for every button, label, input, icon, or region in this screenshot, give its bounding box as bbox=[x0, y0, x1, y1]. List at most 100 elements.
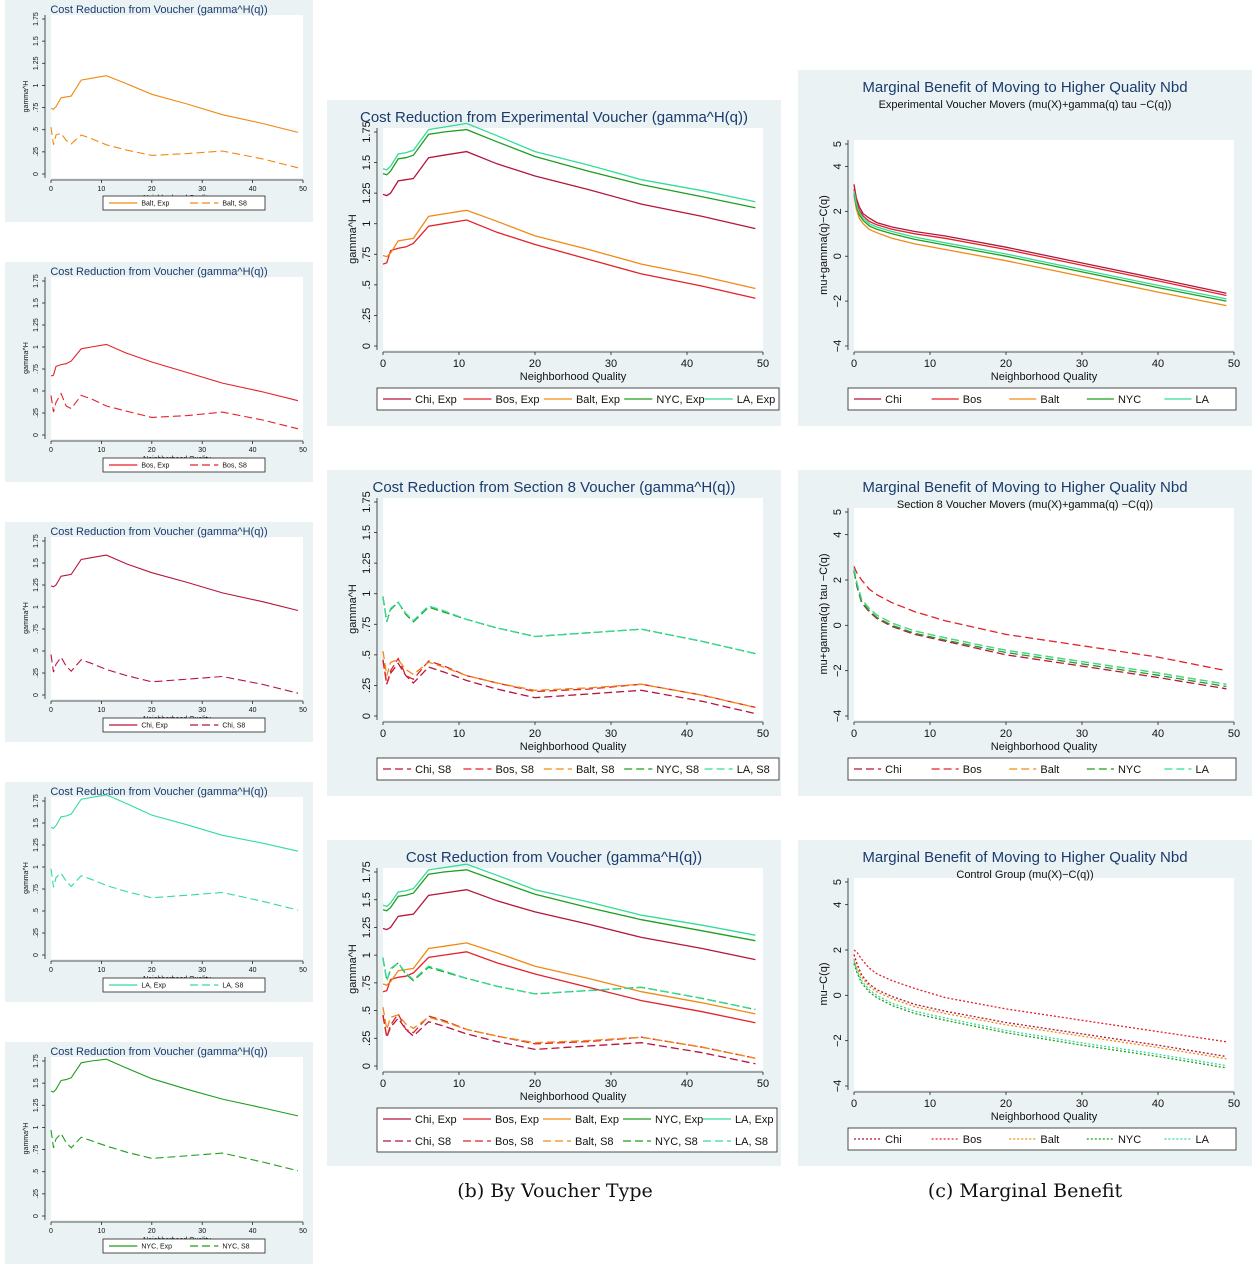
y-tick-label: 2 bbox=[832, 577, 844, 583]
x-tick-label: 0 bbox=[851, 728, 857, 740]
series-line-chi-exp bbox=[382, 150, 756, 230]
x-tick-label: 30 bbox=[198, 186, 206, 193]
y-tick-label: 1 bbox=[33, 345, 40, 349]
series-line-la-exp bbox=[50, 794, 299, 852]
y-tick-label: .25 bbox=[33, 668, 40, 678]
legend-box bbox=[847, 1127, 1237, 1151]
series-line-nyc-exp bbox=[50, 1058, 299, 1117]
y-tick-label: 1.25 bbox=[33, 56, 40, 70]
y-tick-label: 1 bbox=[361, 952, 373, 958]
chart-b3: Cost Reduction from Voucher (gamma^H(q))… bbox=[347, 849, 778, 1153]
y-tick-label: 4 bbox=[832, 532, 844, 538]
series-line-balt-exp bbox=[382, 209, 756, 290]
y-axis-title: gamma^H bbox=[347, 214, 359, 264]
y-axis-title: gamma^H bbox=[347, 944, 359, 994]
x-tick-label: 40 bbox=[249, 707, 257, 714]
y-tick-label: 0 bbox=[832, 253, 844, 259]
legend-label: LA, Exp bbox=[735, 1114, 774, 1126]
legend-label: Chi bbox=[885, 1134, 902, 1146]
chart-c2: Marginal Benefit of Moving to Higher Qua… bbox=[818, 479, 1240, 781]
chart-panel-mb-control: Marginal Benefit of Moving to Higher Qua… bbox=[798, 840, 1252, 1166]
legend-label: Chi, S8 bbox=[415, 764, 451, 776]
chart-subtitle: Experimental Voucher Movers (mu(X)+gamma… bbox=[879, 99, 1172, 111]
x-tick-label: 30 bbox=[605, 1078, 617, 1090]
legend-label: LA, Exp bbox=[737, 394, 776, 406]
plot-area bbox=[51, 277, 303, 439]
plot-area bbox=[383, 868, 763, 1070]
y-tick-label: 1.25 bbox=[33, 1098, 40, 1112]
x-tick-label: 30 bbox=[605, 358, 617, 370]
y-axis-title: gamma^H bbox=[23, 602, 30, 634]
x-tick-label: 20 bbox=[1000, 358, 1012, 370]
y-tick-label: 1.25 bbox=[361, 917, 373, 938]
chart-title: Cost Reduction from Section 8 Voucher (g… bbox=[372, 479, 735, 496]
y-tick-label: 1.75 bbox=[361, 491, 373, 512]
chart-panel-bos: Cost Reduction from Voucher (gamma^H(q))… bbox=[5, 262, 313, 482]
series-line-balt bbox=[853, 195, 1227, 307]
series-line-balt-exp bbox=[50, 75, 299, 133]
legend-label: NYC bbox=[1118, 1134, 1141, 1146]
x-tick-label: 10 bbox=[98, 967, 106, 974]
y-tick-label: 1.5 bbox=[33, 1078, 40, 1088]
x-tick-label: 10 bbox=[924, 358, 936, 370]
series-line-la bbox=[853, 568, 1227, 685]
y-tick-label: 1 bbox=[361, 591, 373, 597]
y-tick-label: −4 bbox=[832, 340, 844, 353]
y-tick-label: .5 bbox=[361, 1006, 373, 1015]
series-line-balt-s8 bbox=[382, 1007, 756, 1059]
y-tick-label: −4 bbox=[832, 1080, 844, 1093]
legend-box bbox=[102, 1238, 266, 1254]
y-tick-label: 4 bbox=[832, 163, 844, 169]
x-tick-label: 10 bbox=[924, 1098, 936, 1110]
y-tick-label: 5 bbox=[832, 879, 844, 885]
y-tick-label: .75 bbox=[33, 1145, 40, 1155]
chart-title: Marginal Benefit of Moving to Higher Qua… bbox=[862, 479, 1187, 496]
legend-label: Chi, Exp bbox=[415, 1114, 457, 1126]
series-line-la-s8 bbox=[382, 957, 756, 1011]
x-tick-label: 50 bbox=[299, 1228, 307, 1235]
legend-label: Balt, Exp bbox=[141, 200, 169, 207]
legend-box bbox=[102, 195, 266, 211]
series-line-bos bbox=[853, 566, 1227, 672]
y-tick-label: 0 bbox=[832, 992, 844, 998]
y-tick-label: .5 bbox=[361, 280, 373, 289]
y-tick-label: −4 bbox=[832, 710, 844, 723]
legend-label: Chi bbox=[885, 394, 902, 406]
legend-label: LA bbox=[1196, 764, 1210, 776]
x-tick-label: 20 bbox=[1000, 728, 1012, 740]
chart-c1: Marginal Benefit of Moving to Higher Qua… bbox=[818, 79, 1240, 411]
y-tick-label: .5 bbox=[33, 908, 40, 914]
legend-box bbox=[102, 977, 266, 993]
y-tick-label: 1.5 bbox=[33, 298, 40, 308]
y-tick-label: .25 bbox=[33, 147, 40, 157]
series-line-nyc bbox=[853, 193, 1227, 302]
y-tick-label: 1.75 bbox=[33, 12, 40, 26]
y-tick-label: 1.25 bbox=[361, 182, 373, 203]
x-tick-label: 0 bbox=[851, 1098, 857, 1110]
x-tick-label: 40 bbox=[1152, 728, 1164, 740]
y-tick-label: .5 bbox=[33, 648, 40, 654]
chart-subtitle: Control Group (mu(X)−C(q)) bbox=[956, 869, 1093, 881]
x-tick-label: 20 bbox=[148, 1228, 156, 1235]
x-tick-label: 10 bbox=[924, 728, 936, 740]
x-tick-label: 50 bbox=[299, 447, 307, 454]
chart-subtitle: Section 8 Voucher Movers (mu(X)+gamma(q)… bbox=[897, 499, 1153, 511]
plot-area bbox=[854, 508, 1234, 720]
chart-a2: Cost Reduction from Voucher (gamma^H(q))… bbox=[23, 266, 307, 473]
legend-label: NYC bbox=[1118, 764, 1141, 776]
x-tick-label: 40 bbox=[681, 358, 693, 370]
x-tick-label: 0 bbox=[49, 967, 53, 974]
y-tick-label: 0 bbox=[33, 953, 40, 957]
x-axis-title: Neighborhood Quality bbox=[520, 371, 627, 383]
x-tick-label: 0 bbox=[851, 358, 857, 370]
y-tick-label: 1.5 bbox=[33, 36, 40, 46]
legend-box bbox=[847, 757, 1237, 781]
x-tick-label: 40 bbox=[681, 1078, 693, 1090]
x-tick-label: 0 bbox=[49, 1228, 53, 1235]
series-line-la bbox=[853, 190, 1227, 300]
y-tick-label: 1 bbox=[33, 1125, 40, 1129]
legend-label: Bos, Exp bbox=[141, 462, 169, 469]
x-axis-title: Neighborhood Quality bbox=[991, 741, 1098, 753]
y-tick-label: 1 bbox=[33, 83, 40, 87]
series-line-la-s8 bbox=[382, 596, 756, 655]
